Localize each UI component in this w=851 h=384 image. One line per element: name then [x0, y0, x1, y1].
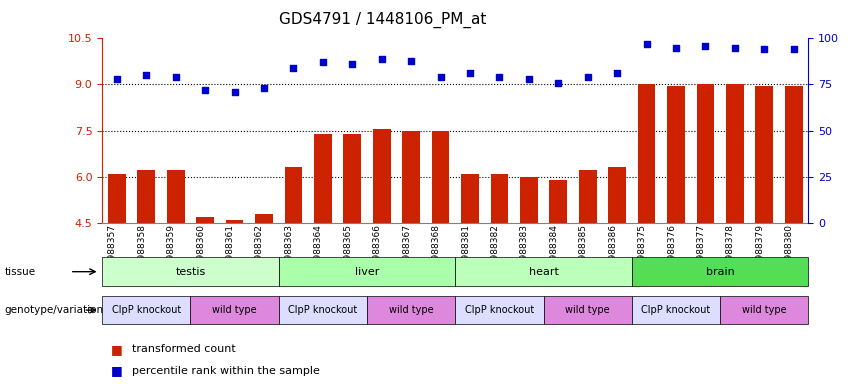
- Point: [699, 43, 712, 49]
- Text: wild type: wild type: [389, 305, 433, 315]
- Point: [581, 74, 595, 80]
- Point: [375, 56, 389, 62]
- Bar: [344, 134, 361, 223]
- Text: transformed count: transformed count: [132, 344, 236, 354]
- Text: wild type: wild type: [212, 305, 257, 315]
- Point: [168, 74, 182, 80]
- Bar: [550, 180, 567, 223]
- Bar: [431, 131, 449, 223]
- Bar: [108, 174, 126, 223]
- Bar: [197, 217, 214, 223]
- Text: GDS4791 / 1448106_PM_at: GDS4791 / 1448106_PM_at: [279, 12, 487, 28]
- Bar: [403, 131, 420, 223]
- Point: [228, 89, 242, 95]
- Bar: [226, 220, 243, 223]
- Text: ■: ■: [111, 343, 123, 356]
- Point: [669, 45, 683, 51]
- Point: [493, 74, 506, 80]
- Point: [257, 85, 271, 91]
- Bar: [667, 86, 685, 223]
- Text: testis: testis: [175, 266, 206, 277]
- Text: heart: heart: [528, 266, 558, 277]
- Bar: [490, 174, 508, 223]
- Point: [404, 58, 418, 64]
- Bar: [314, 134, 332, 223]
- Point: [787, 46, 801, 53]
- Text: liver: liver: [355, 266, 380, 277]
- Point: [640, 41, 654, 47]
- Point: [140, 72, 153, 78]
- Bar: [373, 129, 391, 223]
- Point: [610, 70, 624, 76]
- Point: [522, 76, 535, 82]
- Text: wild type: wild type: [565, 305, 610, 315]
- Bar: [785, 86, 802, 223]
- Point: [198, 87, 212, 93]
- Text: percentile rank within the sample: percentile rank within the sample: [132, 366, 320, 376]
- Bar: [697, 84, 714, 223]
- Bar: [637, 84, 655, 223]
- Text: ClpP knockout: ClpP knockout: [465, 305, 534, 315]
- Point: [463, 70, 477, 76]
- Bar: [579, 170, 597, 223]
- Point: [316, 59, 329, 65]
- Bar: [726, 84, 744, 223]
- Point: [110, 76, 123, 82]
- Point: [551, 79, 565, 86]
- Point: [287, 65, 300, 71]
- Text: ClpP knockout: ClpP knockout: [642, 305, 711, 315]
- Bar: [520, 177, 538, 223]
- Bar: [167, 170, 185, 223]
- Point: [346, 61, 359, 67]
- Bar: [608, 167, 626, 223]
- Bar: [255, 214, 273, 223]
- Bar: [756, 86, 773, 223]
- Text: tissue: tissue: [4, 266, 36, 277]
- Text: genotype/variation: genotype/variation: [4, 305, 103, 315]
- Text: ■: ■: [111, 364, 123, 377]
- Bar: [284, 167, 302, 223]
- Point: [728, 45, 742, 51]
- Text: ClpP knockout: ClpP knockout: [111, 305, 181, 315]
- Text: brain: brain: [705, 266, 734, 277]
- Point: [757, 46, 771, 53]
- Bar: [137, 170, 155, 223]
- Bar: [461, 174, 479, 223]
- Text: wild type: wild type: [742, 305, 786, 315]
- Point: [434, 74, 448, 80]
- Text: ClpP knockout: ClpP knockout: [288, 305, 357, 315]
